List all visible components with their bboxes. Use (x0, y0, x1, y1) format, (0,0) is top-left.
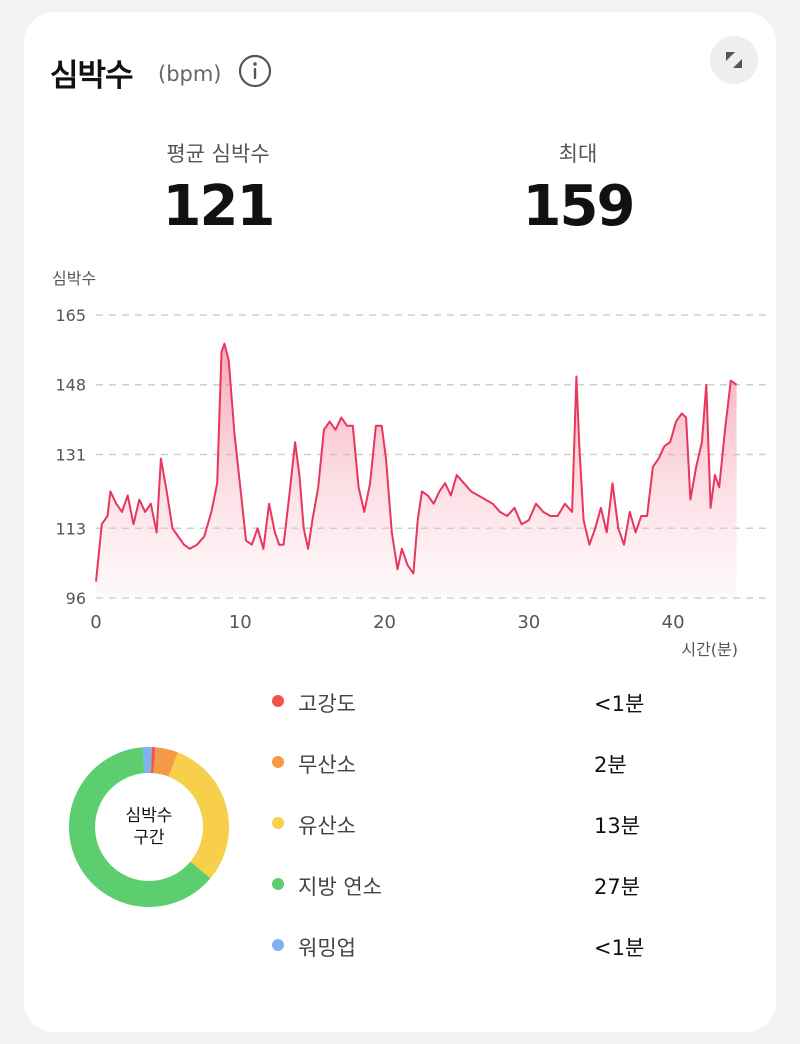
zone-legend-item: 유산소 13분 (272, 808, 672, 838)
max-label: 최대 (558, 142, 598, 166)
heart-rate-line (95, 342, 738, 582)
unit-label: (bpm) (158, 62, 222, 86)
zone-color-dot (272, 939, 284, 951)
info-icon[interactable] (238, 54, 272, 88)
x-tick-label: 40 (662, 612, 685, 633)
zone-color-dot (272, 878, 284, 890)
y-axis-title: 심박수 (52, 269, 97, 288)
donut-segment (152, 747, 179, 777)
average-stat: 평균 심박수 121 (68, 138, 368, 239)
collapse-button[interactable] (710, 36, 758, 84)
zone-legend-item: 워밍업 <1분 (272, 930, 672, 960)
donut-label-line2: 구간 (133, 828, 165, 848)
zone-duration: <1분 (594, 936, 645, 960)
zone-name: 무산소 (298, 753, 356, 777)
y-tick-label: 165 (55, 306, 86, 325)
zone-name: 유산소 (298, 814, 356, 838)
max-value: 159 (522, 174, 636, 239)
x-tick-label: 10 (229, 612, 252, 633)
collapse-arrows-icon (726, 52, 742, 68)
zone-duration: 27분 (594, 875, 641, 899)
donut-center-label: 심박수 구간 (64, 742, 234, 912)
zone-legend-item: 고강도 <1분 (272, 686, 672, 716)
zone-color-dot (272, 695, 284, 707)
y-tick-label: 148 (55, 376, 86, 395)
y-tick-label: 96 (66, 589, 86, 608)
zone-duration: 2분 (594, 753, 627, 777)
y-tick-label: 131 (55, 445, 86, 464)
average-label: 평균 심박수 (166, 142, 270, 166)
x-tick-label: 0 (90, 612, 101, 633)
max-stat: 최대 159 (428, 138, 728, 239)
x-tick-label: 20 (373, 612, 396, 633)
donut-segment (168, 752, 229, 879)
zone-donut-chart (69, 747, 229, 907)
zone-name: 고강도 (298, 692, 356, 716)
average-value: 121 (162, 174, 276, 239)
area-fill (96, 343, 737, 598)
zone-name: 지방 연소 (298, 875, 382, 899)
donut-label-line1: 심박수 (125, 806, 173, 826)
heart-rate-chart: 96 113 131 148 165 0 10 20 30 40 시간(분) (55, 306, 766, 659)
zone-color-dot (272, 817, 284, 829)
zone-color-dot (272, 756, 284, 768)
donut-segment (69, 747, 211, 907)
x-tick-label: 30 (517, 612, 540, 633)
zone-name: 워밍업 (298, 936, 356, 960)
zone-duration: <1분 (594, 692, 645, 716)
y-tick-label: 113 (55, 519, 86, 538)
zone-legend-item: 지방 연소 27분 (272, 869, 672, 899)
zone-legend-item: 무산소 2분 (272, 747, 672, 777)
x-axis-title: 시간(분) (681, 640, 738, 659)
heart-rate-card: 심박수 (bpm) 평균 심박수 121 최대 159 심박수 96 113 131… (24, 12, 776, 1032)
card-title: 심박수 (50, 58, 134, 94)
zone-duration: 13분 (594, 814, 641, 838)
